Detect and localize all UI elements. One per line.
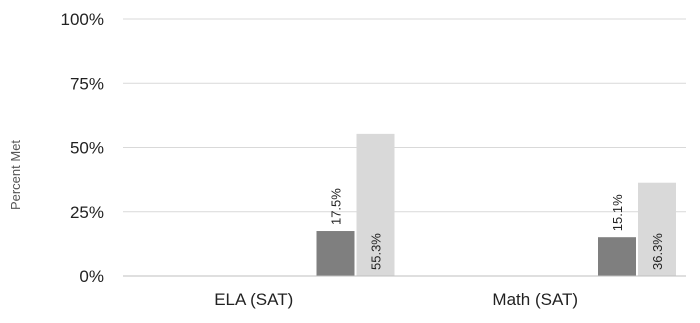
x-category-label: Math (SAT) <box>492 290 578 309</box>
y-tick-label: 25% <box>70 203 104 222</box>
x-category-label: ELA (SAT) <box>214 290 293 309</box>
data-label: 17.5% <box>329 188 344 225</box>
y-tick-label: 100% <box>61 10 104 29</box>
y-tick-label: 50% <box>70 139 104 158</box>
y-axis: 0% 25% 50% 75% 100% <box>61 10 104 286</box>
bars <box>316 133 676 276</box>
data-label: 36.3% <box>650 233 665 270</box>
bar <box>598 237 636 276</box>
bar <box>356 133 395 276</box>
gridlines <box>123 18 686 213</box>
bar <box>316 231 355 276</box>
data-labels: 17.5% 55.3% 15.1% 36.3% <box>329 188 666 270</box>
y-tick-label: 75% <box>70 74 104 93</box>
bar <box>638 182 676 276</box>
y-axis-title: Percent Met <box>8 140 23 210</box>
x-axis: ELA (SAT) Math (SAT) <box>214 290 578 309</box>
y-tick-label: 0% <box>79 267 104 286</box>
data-label: 15.1% <box>610 194 625 231</box>
data-label: 55.3% <box>369 233 384 270</box>
